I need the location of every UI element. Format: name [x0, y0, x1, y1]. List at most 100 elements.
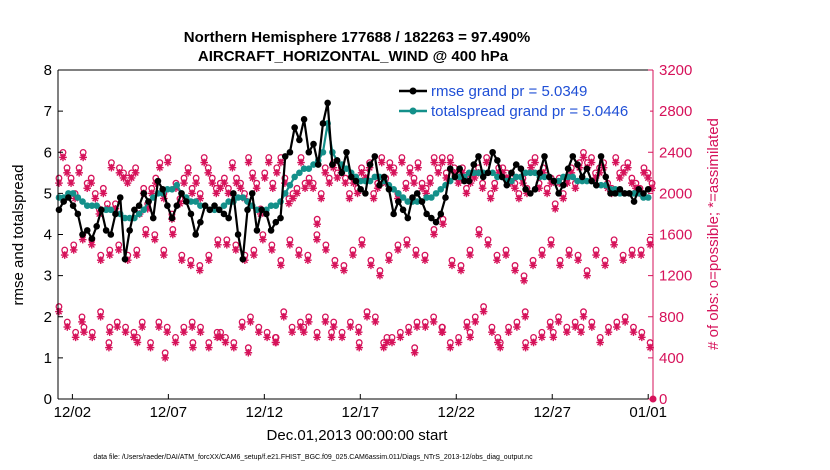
totalspread-point	[522, 169, 529, 177]
obs-assimilated-marker	[289, 194, 297, 203]
obs-assimilated-marker	[321, 318, 330, 326]
obs-assimilated-marker	[163, 328, 172, 336]
obs-assimilated-marker	[648, 184, 656, 193]
rmse-point	[206, 206, 214, 214]
totalspread-point	[69, 190, 77, 197]
totalspread-point	[197, 202, 204, 210]
obs-assimilated-marker	[587, 158, 596, 167]
obs-assimilated-marker	[252, 184, 261, 193]
rmse-point	[116, 194, 124, 201]
obs-assimilated-marker	[75, 169, 83, 177]
rmse-point	[168, 214, 176, 222]
obs-assimilated-marker	[355, 343, 364, 352]
rmse-point	[131, 206, 138, 214]
obs-assimilated-marker	[629, 328, 638, 336]
series-lines	[55, 99, 652, 263]
legend-spread-label: totalspread grand pr = 5.0446	[431, 103, 628, 120]
obs-assimilated-marker	[113, 323, 122, 331]
obs-assimilated-marker	[164, 158, 172, 167]
rmse-point	[277, 214, 284, 222]
obs-assimilated-marker	[146, 343, 155, 352]
totalspread-point	[512, 173, 520, 181]
totalspread-point	[192, 198, 199, 205]
obs-assimilated-marker	[475, 230, 483, 239]
rmse-point	[164, 202, 171, 210]
totalspread-point	[164, 185, 171, 193]
totalspread-point	[79, 198, 86, 205]
obs-assimilated-marker	[79, 153, 87, 162]
rmse-point	[517, 165, 525, 172]
rmse-point	[69, 202, 77, 210]
obs-assimilated-marker	[200, 158, 209, 167]
rmse-point	[65, 194, 72, 201]
totalspread-point	[644, 194, 652, 201]
obs-assimilated-marker	[579, 312, 588, 321]
rmse-point	[74, 210, 82, 218]
obs-assimilated-marker	[246, 318, 255, 326]
rmse-point	[616, 185, 624, 193]
totalspread-point	[395, 190, 402, 197]
totalspread-point	[300, 165, 308, 172]
rmse-point	[583, 165, 591, 172]
rmse-point	[413, 190, 421, 197]
obs-assimilated-marker	[390, 169, 398, 177]
obs-assimilated-marker	[604, 328, 613, 336]
obs-assimilated-marker	[228, 163, 237, 172]
obs-assimilated-marker	[155, 323, 163, 331]
rmse-point	[621, 190, 628, 197]
obs-assimilated-marker	[538, 251, 546, 259]
obs-assimilated-marker	[293, 189, 301, 198]
obs-assimilated-marker	[529, 338, 538, 347]
obs-assimilated-marker	[133, 338, 142, 347]
totalspread-point	[234, 194, 242, 201]
obs-assimilated-marker	[71, 333, 80, 342]
obs-assimilated-marker	[579, 153, 588, 162]
obs-assimilated-marker	[331, 261, 339, 270]
rmse-point	[324, 99, 331, 107]
obs-assimilated-marker	[99, 189, 108, 198]
obs-assimilated-marker	[434, 169, 443, 177]
obs-assimilated-marker	[466, 333, 474, 342]
totalspread-point	[55, 194, 63, 201]
rmse-point	[569, 153, 577, 160]
obs-assimilated-marker	[354, 328, 363, 336]
rmse-point	[644, 185, 652, 193]
totalspread-point	[239, 194, 247, 201]
obs-assimilated-marker	[322, 246, 330, 254]
obs-assimilated-marker	[272, 338, 280, 347]
obs-assimilated-marker	[327, 333, 336, 342]
obs-assimilated-marker	[479, 307, 488, 316]
obs-assimilated-marker	[527, 163, 535, 172]
rmse-point	[239, 255, 247, 263]
rmse-point	[314, 161, 322, 168]
obs-assimilated-marker	[371, 318, 380, 326]
totalspread-point	[272, 202, 280, 210]
rmse-point	[607, 190, 614, 197]
rmse-point	[578, 173, 586, 181]
obs-assimilated-marker	[346, 323, 355, 331]
rmse-point	[338, 169, 346, 177]
obs-assimilated-marker	[421, 323, 430, 331]
obs-assimilated-marker	[238, 323, 246, 331]
rmse-point	[541, 153, 548, 160]
obs-assimilated-marker	[462, 189, 471, 198]
totalspread-point	[168, 185, 176, 193]
totalspread-point	[597, 181, 605, 189]
rmse-point	[192, 231, 199, 238]
obs-assimilated-marker	[454, 338, 463, 347]
obs-assimilated-marker	[385, 256, 393, 265]
legend-rmse-marker	[409, 87, 417, 95]
totalspread-point	[527, 169, 534, 177]
totalspread-point	[220, 202, 228, 210]
obs-assimilated-marker	[171, 338, 180, 347]
rmse-point	[399, 206, 407, 214]
obs-assimilated-marker	[546, 323, 555, 331]
obs-assimilated-marker	[264, 158, 273, 167]
obs-assimilated-marker	[180, 328, 188, 336]
obs-assimilated-marker	[404, 328, 413, 336]
obs-assimilated-marker	[204, 169, 213, 177]
obs-assimilated-marker	[556, 261, 564, 270]
obs-assimilated-marker	[493, 256, 501, 265]
x-tick-label: 12/27	[533, 404, 571, 421]
rmse-point	[390, 210, 397, 218]
